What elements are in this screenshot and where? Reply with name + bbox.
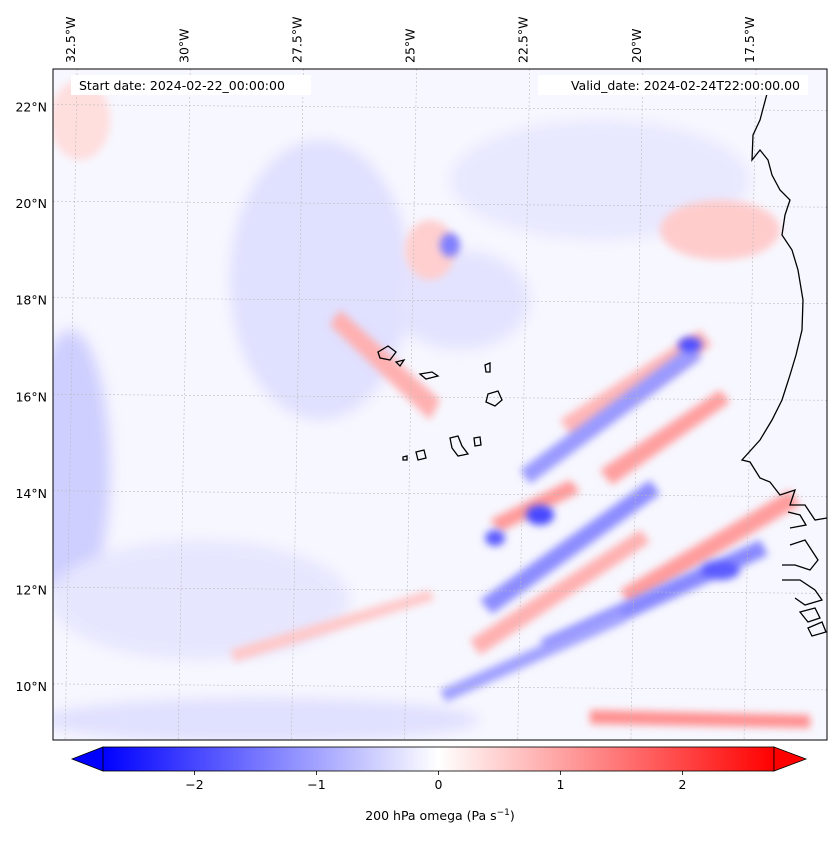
- longitude-tick-label: 30°W: [176, 28, 191, 63]
- coast-segment: [782, 579, 824, 606]
- latitude-tick-label: 18°N: [15, 293, 47, 308]
- coast-segment: [782, 539, 819, 571]
- longitude-tick-label: 22.5°W: [516, 17, 531, 63]
- parallel-line: [53, 297, 827, 305]
- field-patch: [660, 200, 780, 260]
- field-patch: [53, 80, 110, 160]
- field-core-negative: [526, 505, 554, 525]
- parallel-line: [53, 200, 827, 208]
- latitude-tick-label: 12°N: [15, 582, 47, 597]
- field-patch: [53, 330, 110, 610]
- colorbar: −2 −1 0 1 2 200 hPa omega (Pa s−1): [70, 746, 808, 823]
- colorbar-tick-label: 2: [679, 777, 687, 792]
- colorbar-tick-label: −2: [185, 777, 203, 792]
- parallel-line: [53, 393, 827, 401]
- field-band-positive: [470, 530, 650, 655]
- latitude-labels: 22°N 20°N 18°N 16°N 14°N 12°N 10°N: [15, 100, 47, 694]
- island: [484, 362, 491, 373]
- field-core-negative: [485, 530, 505, 546]
- coast-segment: [787, 511, 808, 529]
- island: [402, 455, 408, 461]
- start-date-box: [71, 75, 311, 95]
- start-date-label: Start date: 2024-02-22_00:00:00: [79, 78, 285, 93]
- field-patch: [230, 140, 410, 420]
- parallel-line: [53, 104, 827, 111]
- latitude-tick-label: 10°N: [15, 679, 47, 694]
- field-core-negative: [440, 233, 460, 257]
- latitude-tick-label: 14°N: [15, 486, 47, 501]
- field-band-negative: [440, 610, 626, 702]
- african-coast: [740, 89, 827, 521]
- coastline: [377, 89, 827, 637]
- colorbar-tick-label: −1: [307, 777, 325, 792]
- field-band-positive: [330, 310, 440, 420]
- parallel-line: [53, 587, 827, 594]
- field-patch: [53, 698, 480, 740]
- valid-date-label: Valid_date: 2024-02-24T22:00:00.00: [571, 78, 800, 93]
- longitude-tick-label: 32.5°W: [63, 17, 78, 63]
- valid-date-box: [538, 75, 808, 95]
- field-band-positive: [590, 710, 810, 728]
- field-patch: [53, 540, 350, 660]
- omega-field: [53, 69, 827, 740]
- island: [415, 449, 427, 461]
- colorbar-label: 200 hPa omega (Pa s−1): [365, 808, 515, 823]
- longitude-tick-label: 27.5°W: [289, 17, 304, 63]
- island: [449, 435, 470, 457]
- parallel-line: [53, 683, 827, 691]
- longitude-labels: 32.5°W 30°W 27.5°W 25°W 22.5°W 20°W 17.5°W: [63, 17, 757, 63]
- field-band-negative: [480, 480, 660, 614]
- field-patch: [405, 220, 455, 280]
- longitude-tick-label: 17.5°W: [742, 17, 757, 63]
- island: [418, 371, 440, 380]
- colorbar-ticks: −2 −1 0 1 2: [185, 771, 686, 792]
- latitude-tick-label: 22°N: [15, 100, 47, 115]
- field-band-positive: [230, 590, 434, 662]
- map-frame: [52, 68, 828, 741]
- latitude-tick-label: 20°N: [15, 196, 47, 211]
- gridlines: [53, 69, 827, 740]
- colorbar-extend-max: [773, 746, 808, 772]
- coast-segment: [798, 607, 821, 623]
- island: [394, 358, 406, 368]
- field-core-negative: [700, 560, 740, 580]
- colorbar-extend-min: [70, 746, 104, 772]
- field-band-negative: [520, 345, 702, 484]
- island: [377, 345, 397, 361]
- island: [485, 390, 503, 407]
- longitude-tick-label: 20°W: [629, 28, 644, 63]
- parallel-line: [53, 490, 827, 498]
- colorbar-gradient: [102, 746, 775, 772]
- map-panel: Start date: 2024-02-22_00:00:00 Valid_da…: [15, 17, 828, 741]
- longitude-tick-label: 25°W: [403, 28, 418, 63]
- field-band-positive: [620, 490, 800, 605]
- island: [473, 436, 482, 447]
- coast-segment: [807, 621, 827, 637]
- latitude-tick-label: 16°N: [15, 389, 47, 404]
- field-patch: [450, 120, 750, 240]
- colorbar-tick-label: 1: [557, 777, 565, 792]
- field-band-positive: [600, 390, 730, 485]
- field-core-negative: [678, 337, 702, 353]
- colorbar-tick-label: 0: [435, 777, 443, 792]
